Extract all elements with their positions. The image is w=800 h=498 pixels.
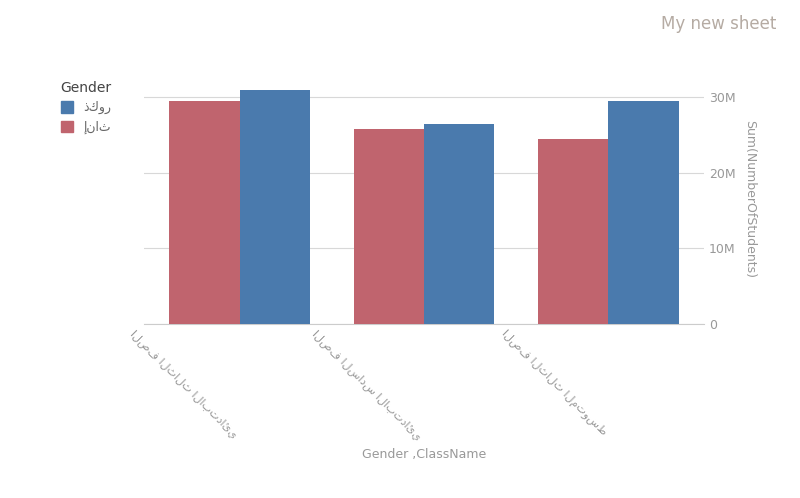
Bar [424,124,494,324]
X-axis label: Gender ,ClassName: Gender ,ClassName [362,448,486,461]
Bar [538,139,609,324]
Bar [609,101,678,324]
Legend: ذكور, إناث: ذكور, إناث [61,81,112,134]
Bar [170,101,239,324]
Bar [354,129,424,324]
Y-axis label: Sum(NumberOfStudents): Sum(NumberOfStudents) [743,120,756,278]
Bar [239,90,310,324]
Text: My new sheet: My new sheet [661,15,776,33]
